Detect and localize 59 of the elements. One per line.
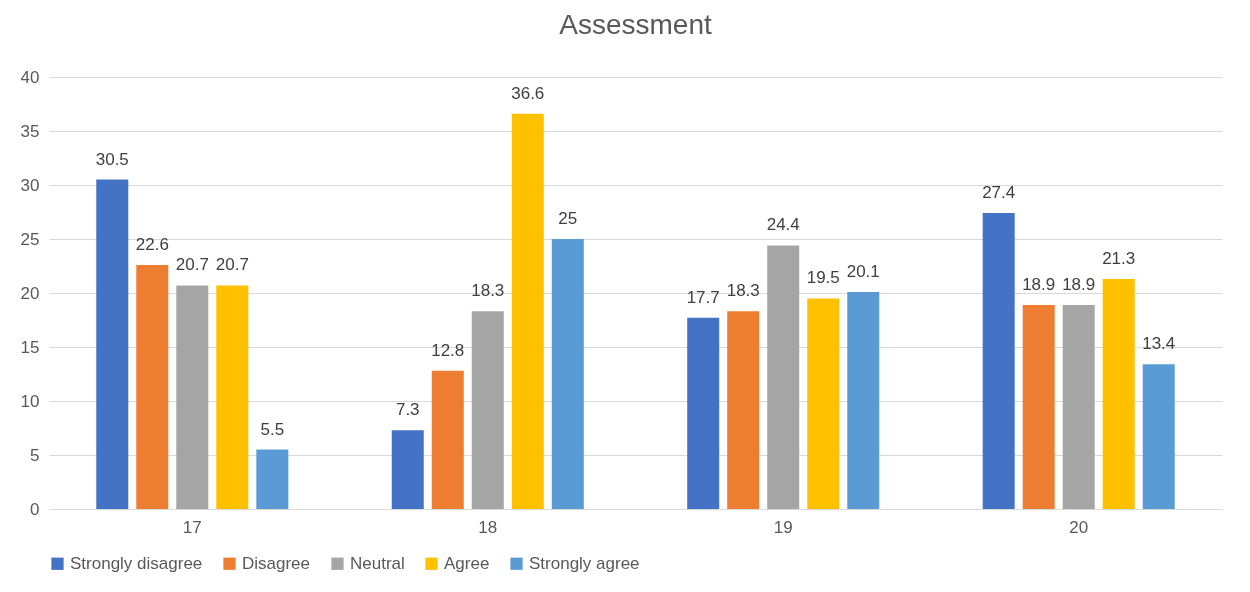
bar bbox=[687, 317, 720, 509]
bar bbox=[1142, 364, 1175, 509]
data-label: 22.6 bbox=[135, 234, 169, 254]
bar bbox=[391, 430, 424, 509]
x-tick-label: 19 bbox=[773, 517, 793, 537]
bar bbox=[176, 285, 209, 509]
x-tick-label: 18 bbox=[478, 517, 498, 537]
data-label: 36.6 bbox=[511, 83, 545, 103]
y-tick-label: 40 bbox=[20, 67, 40, 87]
legend-label: Strongly disagree bbox=[70, 553, 203, 573]
bar bbox=[96, 179, 129, 509]
data-label: 21.3 bbox=[1102, 248, 1136, 268]
bar bbox=[1062, 304, 1095, 509]
y-tick-label: 25 bbox=[20, 229, 40, 249]
chart-title: Assessment bbox=[559, 9, 712, 40]
data-label: 18.3 bbox=[726, 281, 760, 301]
bar bbox=[807, 298, 840, 509]
legend-label: Strongly agree bbox=[529, 553, 640, 573]
bar bbox=[511, 113, 544, 509]
bar bbox=[847, 291, 880, 509]
y-tick-label: 10 bbox=[20, 391, 40, 411]
data-label: 25 bbox=[558, 209, 578, 228]
data-label: 17.7 bbox=[686, 287, 720, 307]
bar bbox=[1102, 278, 1135, 509]
data-label: 20.7 bbox=[175, 255, 209, 275]
data-label: 27.4 bbox=[982, 183, 1016, 203]
legend-label: Disagree bbox=[242, 553, 311, 573]
data-label: 7.3 bbox=[395, 400, 420, 420]
bar bbox=[216, 285, 249, 509]
bar bbox=[1022, 304, 1055, 509]
y-tick-label: 30 bbox=[20, 175, 40, 195]
x-tick-label: 17 bbox=[182, 517, 202, 537]
legend-label: Neutral bbox=[350, 553, 405, 573]
legend-label: Agree bbox=[444, 553, 490, 573]
x-tick-label: 20 bbox=[1069, 517, 1089, 537]
y-tick-label: 0 bbox=[30, 499, 40, 519]
bar bbox=[727, 311, 760, 509]
bar bbox=[256, 449, 289, 509]
bar bbox=[431, 370, 464, 509]
data-label: 19.5 bbox=[806, 268, 840, 288]
bar bbox=[767, 245, 800, 509]
data-label: 20.7 bbox=[215, 255, 249, 275]
data-label: 18.3 bbox=[471, 281, 505, 301]
y-tick-label: 15 bbox=[20, 337, 40, 357]
bar bbox=[551, 239, 584, 509]
y-tick-label: 20 bbox=[20, 283, 40, 303]
data-label: 12.8 bbox=[431, 340, 465, 360]
bar bbox=[471, 311, 504, 509]
y-tick-label: 5 bbox=[30, 445, 40, 465]
data-label: 20.1 bbox=[846, 261, 880, 281]
data-label: 30.5 bbox=[95, 149, 129, 169]
bar bbox=[136, 264, 169, 509]
data-label: 18.9 bbox=[1062, 274, 1096, 294]
data-label: 24.4 bbox=[766, 215, 800, 235]
data-label: 18.9 bbox=[1022, 274, 1056, 294]
data-label: 5.5 bbox=[260, 419, 285, 439]
data-label: 13.4 bbox=[1142, 334, 1176, 354]
bar bbox=[982, 213, 1015, 509]
y-tick-label: 35 bbox=[20, 121, 40, 141]
